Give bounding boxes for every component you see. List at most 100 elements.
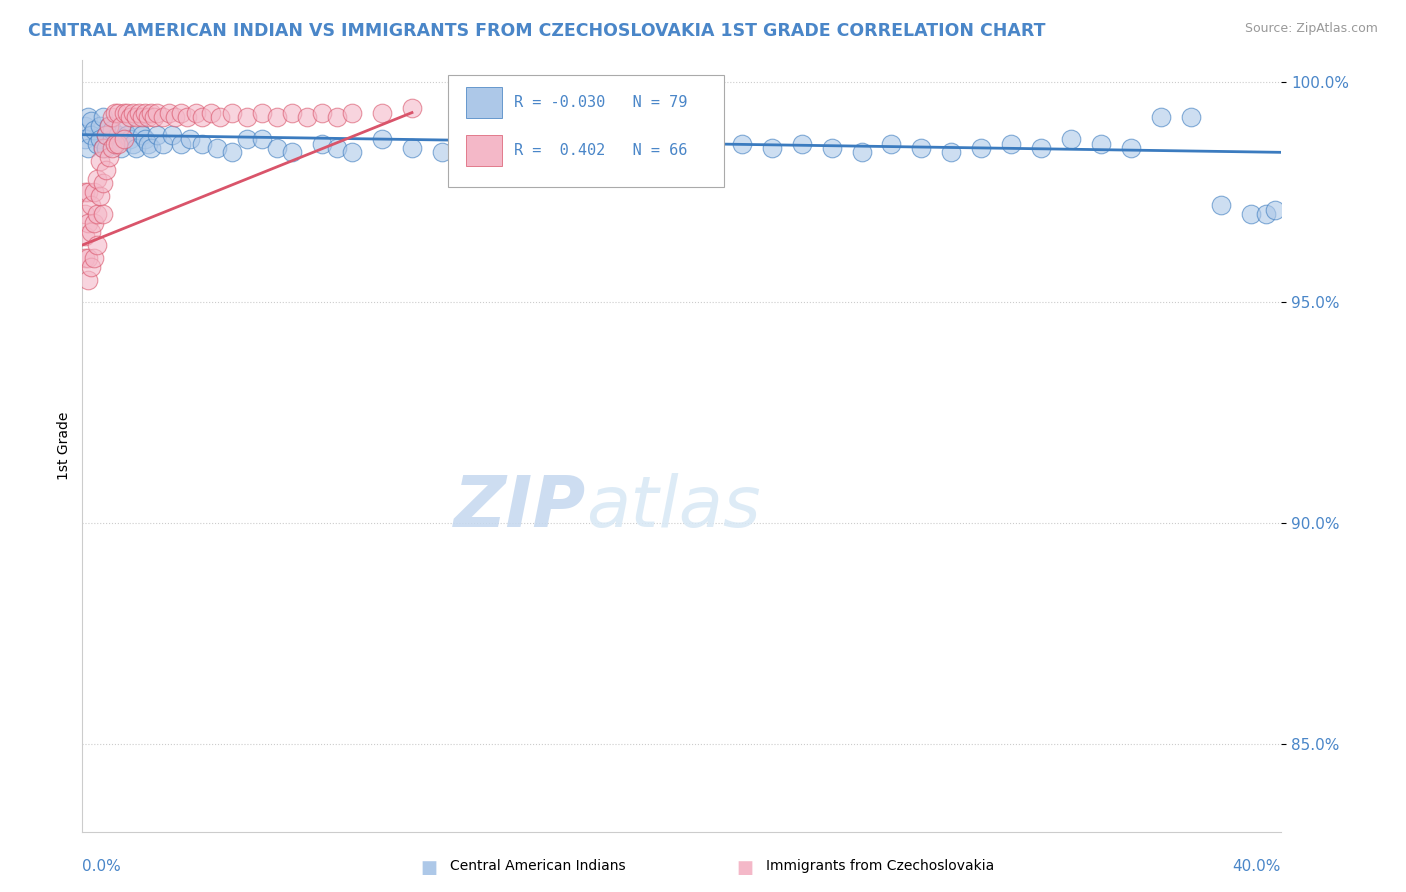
Point [96,128,118,142]
Text: atlas: atlas [586,474,761,542]
Point [75,185,97,199]
Point [134,105,156,120]
Point [1000,136,1022,151]
Point [970,141,993,155]
Point [326,141,349,155]
Point [80,198,103,212]
Point [143,110,166,124]
Point [77,110,100,124]
Point [80,260,103,274]
Point [295,110,318,124]
Point [191,110,214,124]
Point [134,132,156,146]
Point [910,141,932,155]
Point [266,110,288,124]
Point [551,141,574,155]
Point [1060,132,1083,146]
Point [1240,207,1263,221]
Point [880,136,903,151]
Point [96,163,118,178]
Point [86,238,108,252]
Point [146,105,169,120]
Text: ZIP: ZIP [454,474,586,542]
Point [1180,110,1202,124]
Point [520,132,543,146]
FancyBboxPatch shape [449,75,724,187]
Point [120,132,142,146]
Point [86,207,108,221]
Text: R = -0.030   N = 79: R = -0.030 N = 79 [513,95,688,110]
Point [122,105,145,120]
Point [209,110,232,124]
Point [730,136,752,151]
Point [1264,202,1286,217]
Point [1121,141,1143,155]
Point [851,145,873,160]
Point [98,119,121,133]
Point [152,136,174,151]
Point [141,141,163,155]
Point [112,132,135,146]
Text: ■: ■ [737,859,754,877]
Point [101,110,124,124]
Bar [465,87,502,118]
Point [96,128,118,142]
Point [91,141,114,155]
Point [101,132,124,146]
Point [80,114,103,128]
Y-axis label: 1st Grade: 1st Grade [58,412,72,480]
Point [83,252,105,266]
Point [1031,141,1053,155]
Point [186,105,208,120]
Point [401,141,423,155]
Point [75,119,97,133]
Point [86,136,108,151]
Point [191,136,214,151]
Point [128,105,150,120]
Point [461,141,484,155]
Point [89,154,111,169]
Point [86,171,108,186]
Point [112,105,135,120]
Point [340,145,363,160]
Point [110,141,132,155]
Text: ■: ■ [420,859,437,877]
Point [136,136,159,151]
Point [131,128,153,142]
Point [75,252,97,266]
Point [101,123,124,137]
Point [281,105,304,120]
Point [176,110,198,124]
Point [146,128,169,142]
Point [236,110,259,124]
Point [790,136,813,151]
Point [110,119,132,133]
Point [165,110,187,124]
Point [75,207,97,221]
Point [311,136,333,151]
Point [340,105,363,120]
Text: Source: ZipAtlas.com: Source: ZipAtlas.com [1244,22,1378,36]
Point [120,110,142,124]
Point [131,110,153,124]
Point [91,207,114,221]
Point [160,128,183,142]
Point [152,110,174,124]
Point [128,123,150,137]
Point [179,132,201,146]
Point [1150,110,1173,124]
Point [75,132,97,146]
Point [104,136,127,151]
Point [104,136,127,151]
Point [77,216,100,230]
Point [671,132,693,146]
Point [236,132,259,146]
Point [1211,198,1233,212]
Point [98,119,121,133]
Point [401,101,423,115]
Point [89,189,111,203]
Point [221,105,243,120]
Point [77,141,100,155]
Point [117,105,139,120]
Point [107,128,129,142]
